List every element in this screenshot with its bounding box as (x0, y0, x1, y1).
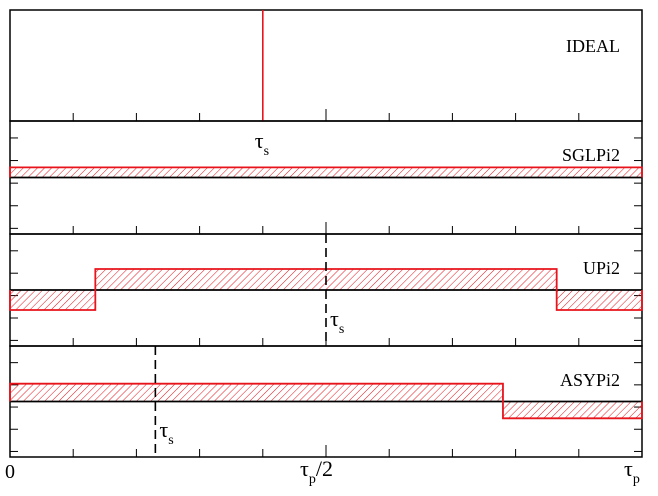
x-tick-label-subscript: p (309, 472, 316, 487)
panel-label: ASYPi2 (560, 370, 620, 390)
panel-label: UPi2 (583, 258, 620, 278)
panel-frame (9, 9, 643, 122)
panel-label: SGLPi2 (562, 145, 620, 165)
plot-area: IDEAL τs SGLPi2 UPi2 τs ASYPi2 τs 0 τp/2 τp (5, 9, 643, 487)
panel-sglpi2: SGLPi2 (9, 120, 643, 235)
panel-ideal: IDEAL τs (9, 9, 643, 159)
hatch-fill-2 (556, 290, 642, 310)
x-tick-label-suffix: /2 (316, 456, 333, 481)
tau-s-label: τs (159, 417, 173, 448)
tau-s-label-subscript: s (264, 144, 269, 159)
x-tick-label: τp/2 (300, 456, 333, 487)
step-outline (9, 166, 643, 178)
hatch-fill-0 (10, 383, 503, 402)
tau-s-label: τs (330, 306, 344, 337)
x-tick-label-subscript: p (633, 472, 640, 487)
panel-label: IDEAL (566, 36, 620, 56)
tau-s-label: τs (255, 128, 269, 159)
x-tick-label: τp (624, 456, 640, 487)
tau-s-label-subscript: s (339, 322, 344, 337)
hatch-fill-0 (10, 290, 96, 310)
panel-asypi2: ASYPi2 τs (9, 345, 643, 458)
tau-s-label-subscript: s (168, 433, 173, 448)
hatch-fill-1 (502, 401, 642, 419)
step-outline (9, 382, 643, 420)
x-tick-label: 0 (5, 461, 15, 483)
hatch-fill-0 (10, 167, 642, 178)
panel-upi2: UPi2 τs (9, 233, 643, 347)
